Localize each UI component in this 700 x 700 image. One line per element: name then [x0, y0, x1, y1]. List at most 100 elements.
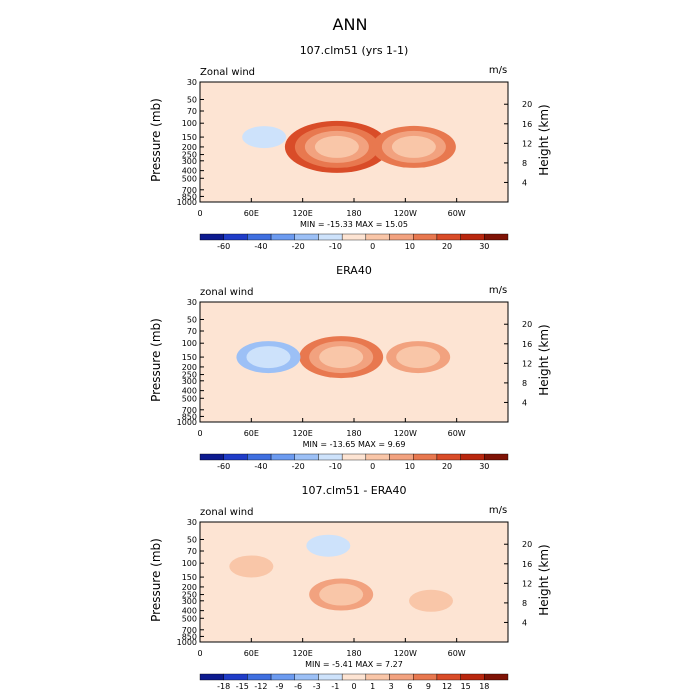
- height-tick-label: 20: [522, 100, 532, 109]
- x-tick-label: 120E: [293, 209, 313, 218]
- colorbar-swatch: [247, 673, 272, 681]
- contour-positive-0: [319, 583, 364, 606]
- stats-text: MIN = -15.33 MAX = 15.05: [300, 220, 408, 229]
- colorbar-swatch: [199, 233, 224, 241]
- y-axis-label: Pressure (mb): [149, 98, 163, 182]
- y-tick-label: 300: [182, 157, 197, 166]
- colorbar-label: -12: [254, 682, 267, 691]
- colorbar-swatch: [318, 673, 343, 681]
- colorbar-label: -9: [276, 682, 284, 691]
- y-axis-right-label: Height (km): [537, 544, 551, 615]
- y-tick-label: 500: [182, 174, 197, 183]
- colorbar-label: 0: [351, 682, 356, 691]
- height-tick-label: 16: [522, 340, 532, 349]
- colorbar-label: 0: [370, 242, 375, 251]
- colorbar-swatch: [365, 233, 390, 241]
- colorbar-swatch: [247, 233, 272, 241]
- colorbar-label: -60: [217, 462, 230, 471]
- x-tick-label: 60E: [244, 429, 259, 438]
- colorbar-label: 12: [442, 682, 452, 691]
- y-tick-label: 150: [182, 353, 197, 362]
- y-tick-label: 700: [182, 406, 197, 415]
- colorbar-swatch: [460, 673, 485, 681]
- colorbar-label: 9: [426, 682, 431, 691]
- y-axis-label: Pressure (mb): [149, 538, 163, 622]
- colorbar-label: 18: [479, 682, 489, 691]
- colorbar-swatch: [436, 233, 461, 241]
- colorbar-label: 30: [479, 242, 489, 251]
- colorbar-swatch: [318, 453, 343, 461]
- height-tick-label: 4: [522, 618, 527, 627]
- colorbar-label: -10: [329, 242, 342, 251]
- colorbar-label: -6: [294, 682, 302, 691]
- contour-positive-1: [229, 555, 274, 578]
- height-tick-label: 20: [522, 540, 532, 549]
- x-tick-label: 120W: [394, 209, 417, 218]
- contour-negative-3: [306, 534, 351, 557]
- colorbar-swatch: [460, 233, 485, 241]
- contour-positive-0: [319, 346, 364, 369]
- colorbar-swatch: [436, 453, 461, 461]
- y-tick-label: 50: [187, 315, 197, 324]
- colorbar-swatch: [365, 673, 390, 681]
- x-tick-label: 120W: [394, 429, 417, 438]
- x-tick-label: 60E: [244, 649, 259, 658]
- y-tick-label: 30: [187, 78, 197, 87]
- y-axis-right-label: Height (km): [537, 324, 551, 395]
- x-tick-label: 120W: [394, 649, 417, 658]
- y-tick-label: 70: [187, 327, 197, 336]
- colorbar-swatch: [294, 233, 319, 241]
- panel-2: ERA40 zonal wind m/s Pressure (mb) Heigh…: [149, 264, 551, 471]
- contour-positive-1: [391, 135, 436, 158]
- y-tick-label: 850: [182, 192, 197, 201]
- height-tick-label: 8: [522, 379, 527, 388]
- panel-title: 107.clm51 - ERA40: [302, 484, 407, 497]
- x-tick-label: 60W: [448, 209, 466, 218]
- stats-text: MIN = -5.41 MAX = 7.27: [305, 660, 403, 669]
- x-tick-label: 60E: [244, 209, 259, 218]
- y-tick-label: 100: [182, 559, 197, 568]
- x-tick-label: 180: [346, 649, 361, 658]
- variable-label: zonal wind: [200, 507, 253, 518]
- height-tick-label: 8: [522, 159, 527, 168]
- y-tick-label: 30: [187, 518, 197, 527]
- contour-negative-2: [242, 126, 287, 149]
- colorbar-label: -18: [217, 682, 230, 691]
- colorbar-swatch: [341, 233, 367, 241]
- y-tick-label: 500: [182, 394, 197, 403]
- units-label: m/s: [489, 505, 507, 516]
- y-tick-label: 850: [182, 632, 197, 641]
- colorbar-label: -10: [329, 462, 342, 471]
- figure-title: ANN: [333, 15, 368, 34]
- colorbar-swatch: [341, 453, 367, 461]
- y-tick-label: 150: [182, 133, 197, 142]
- colorbar-swatch: [460, 453, 485, 461]
- height-tick-label: 12: [522, 579, 532, 588]
- colorbar-swatch: [484, 673, 509, 681]
- variable-label: Zonal wind: [200, 67, 255, 78]
- y-tick-label: 200: [182, 583, 197, 592]
- y-tick-label: 500: [182, 614, 197, 623]
- x-tick-label: 0: [197, 209, 202, 218]
- y-tick-label: 70: [187, 547, 197, 556]
- colorbar-label: -1: [331, 682, 339, 691]
- colorbar-label: 0: [370, 462, 375, 471]
- colorbar-label: 20: [442, 242, 452, 251]
- colorbar-swatch: [270, 453, 295, 461]
- panel-3: 107.clm51 - ERA40 zonal wind m/s Pressur…: [149, 484, 551, 691]
- colorbar-swatch: [413, 453, 438, 461]
- y-tick-label: 850: [182, 412, 197, 421]
- y-tick-label: 700: [182, 186, 197, 195]
- y-tick-label: 700: [182, 626, 197, 635]
- colorbar-swatch: [484, 453, 509, 461]
- colorbar-swatch: [223, 673, 248, 681]
- contour-positive-1: [396, 346, 441, 369]
- y-tick-label: 1000: [177, 638, 197, 647]
- y-tick-label: 250: [182, 151, 197, 160]
- colorbar-swatch: [294, 453, 319, 461]
- colorbar-label: -15: [236, 682, 249, 691]
- y-tick-label: 400: [182, 607, 197, 616]
- x-tick-label: 60W: [448, 649, 466, 658]
- y-axis-label: Pressure (mb): [149, 318, 163, 402]
